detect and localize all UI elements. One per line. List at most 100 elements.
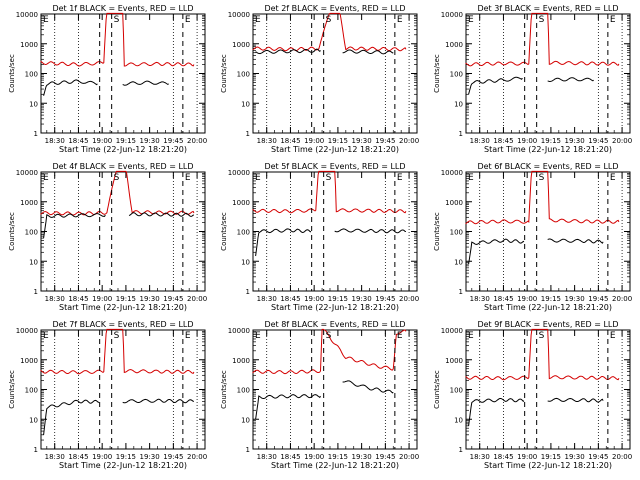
y-tick-label: 100 bbox=[450, 229, 463, 237]
x-tick-label: 20:00 bbox=[399, 295, 419, 303]
y-tick-label: 1000 bbox=[445, 357, 463, 365]
chart-title: Det 7f BLACK = Events, RED = LLD bbox=[52, 320, 193, 329]
y-tick-label: 10000 bbox=[228, 169, 250, 177]
y-tick-label: 10 bbox=[241, 100, 250, 108]
chart-title: Det 2f BLACK = Events, RED = LLD bbox=[264, 4, 405, 13]
x-tick-label: 19:00 bbox=[304, 453, 324, 461]
y-tick-label: 1 bbox=[459, 288, 463, 296]
y-tick-label: 1000 bbox=[232, 199, 250, 207]
event-marker-label: S bbox=[326, 331, 332, 341]
y-axis-label: Counts/sec bbox=[220, 54, 228, 93]
series-line-lld bbox=[40, 170, 195, 216]
y-axis-label: Counts/sec bbox=[8, 54, 16, 93]
x-tick-label: 19:15 bbox=[541, 453, 561, 461]
detector-panel-3: Det 3f BLACK = Events, RED = LLD Start Ti… bbox=[433, 4, 632, 154]
y-tick-label: 1 bbox=[246, 288, 250, 296]
y-tick-label: 100 bbox=[25, 387, 38, 395]
y-tick-label: 10 bbox=[454, 100, 463, 108]
x-tick-label: 19:15 bbox=[541, 137, 561, 145]
x-tick-label: 18:30 bbox=[257, 137, 277, 145]
x-tick-label: 19:45 bbox=[588, 453, 608, 461]
x-tick-label: 19:30 bbox=[565, 453, 585, 461]
x-tick-label: 18:45 bbox=[68, 295, 88, 303]
chart-title: Det 5f BLACK = Events, RED = LLD bbox=[264, 162, 405, 171]
x-axis-label: Start Time (22-Jun-12 18:21:20) bbox=[59, 303, 187, 312]
y-tick-label: 10000 bbox=[228, 11, 250, 19]
y-tick-label: 1 bbox=[246, 130, 250, 138]
y-tick-label: 100 bbox=[237, 229, 250, 237]
series-line-events bbox=[468, 398, 525, 426]
y-tick-label: 1000 bbox=[445, 199, 463, 207]
chart-title: Det 3f BLACK = Events, RED = LLD bbox=[477, 4, 618, 13]
x-tick-label: 18:45 bbox=[68, 137, 88, 145]
y-tick-label: 10 bbox=[29, 416, 38, 424]
series-line-events bbox=[547, 397, 604, 403]
y-tick-label: 1 bbox=[34, 446, 38, 454]
x-tick-label: 19:15 bbox=[116, 137, 136, 145]
y-tick-label: 100 bbox=[237, 387, 250, 395]
event-marker-label: E bbox=[468, 15, 474, 25]
y-tick-label: 1 bbox=[459, 130, 463, 138]
x-tick-label: 18:45 bbox=[493, 295, 513, 303]
y-tick-label: 10000 bbox=[16, 327, 38, 335]
y-tick-label: 1000 bbox=[445, 41, 463, 49]
x-tick-label: 19:30 bbox=[352, 137, 372, 145]
y-tick-label: 100 bbox=[450, 387, 463, 395]
series-line-events bbox=[547, 238, 604, 244]
series-line-events bbox=[122, 398, 194, 404]
x-tick-label: 18:30 bbox=[470, 453, 490, 461]
x-tick-label: 19:00 bbox=[517, 453, 537, 461]
x-tick-label: 18:30 bbox=[470, 295, 490, 303]
x-tick-label: 19:45 bbox=[375, 137, 395, 145]
event-marker-label: E bbox=[610, 15, 616, 25]
series-line-lld bbox=[252, 12, 407, 52]
y-axis-label: Counts/sec bbox=[220, 370, 228, 409]
y-tick-label: 100 bbox=[450, 71, 463, 79]
x-tick-label: 20:00 bbox=[612, 295, 632, 303]
y-tick-label: 1 bbox=[34, 288, 38, 296]
plot-frame bbox=[252, 329, 418, 450]
event-marker-label: E bbox=[185, 173, 191, 183]
plot-frame bbox=[40, 171, 206, 292]
detector-panel-2: Det 2f BLACK = Events, RED = LLD Start Ti… bbox=[220, 4, 419, 154]
plot-frame bbox=[252, 13, 418, 134]
y-tick-label: 1000 bbox=[20, 199, 38, 207]
event-marker-label: E bbox=[468, 173, 474, 183]
event-marker-label: E bbox=[185, 15, 191, 25]
series-line-events bbox=[255, 394, 321, 420]
plot-frame bbox=[40, 329, 206, 450]
x-tick-label: 20:00 bbox=[187, 295, 207, 303]
y-tick-label: 1 bbox=[246, 446, 250, 454]
x-tick-label: 18:45 bbox=[280, 137, 300, 145]
x-tick-label: 19:45 bbox=[375, 453, 395, 461]
x-tick-label: 18:45 bbox=[68, 453, 88, 461]
x-tick-label: 20:00 bbox=[187, 453, 207, 461]
series-line-lld bbox=[252, 170, 407, 214]
event-marker-label: E bbox=[397, 331, 403, 341]
x-tick-label: 19:15 bbox=[541, 295, 561, 303]
event-marker-label: S bbox=[539, 173, 545, 183]
series-line-events bbox=[122, 80, 169, 86]
event-marker-label: S bbox=[114, 331, 120, 341]
y-axis-label: Counts/sec bbox=[8, 212, 16, 251]
x-tick-label: 18:30 bbox=[470, 137, 490, 145]
x-tick-label: 19:15 bbox=[116, 295, 136, 303]
y-tick-label: 10 bbox=[29, 100, 38, 108]
x-tick-label: 18:45 bbox=[280, 453, 300, 461]
chart-title: Det 9f BLACK = Events, RED = LLD bbox=[477, 320, 618, 329]
x-tick-label: 19:00 bbox=[92, 295, 112, 303]
x-tick-label: 20:00 bbox=[612, 137, 632, 145]
series-line-events bbox=[342, 380, 394, 394]
detector-panel-1: Det 1f BLACK = Events, RED = LLD Start Ti… bbox=[8, 4, 207, 154]
x-tick-label: 20:00 bbox=[399, 453, 419, 461]
y-axis-label: Counts/sec bbox=[433, 370, 441, 409]
y-tick-label: 10 bbox=[454, 258, 463, 266]
x-tick-label: 20:00 bbox=[612, 453, 632, 461]
event-marker-label: S bbox=[539, 331, 545, 341]
x-tick-label: 19:45 bbox=[588, 137, 608, 145]
event-marker-label: S bbox=[114, 173, 120, 183]
series-line-events bbox=[43, 399, 100, 435]
x-tick-label: 18:30 bbox=[45, 295, 65, 303]
y-tick-label: 10 bbox=[29, 258, 38, 266]
event-marker-label: E bbox=[43, 15, 49, 25]
